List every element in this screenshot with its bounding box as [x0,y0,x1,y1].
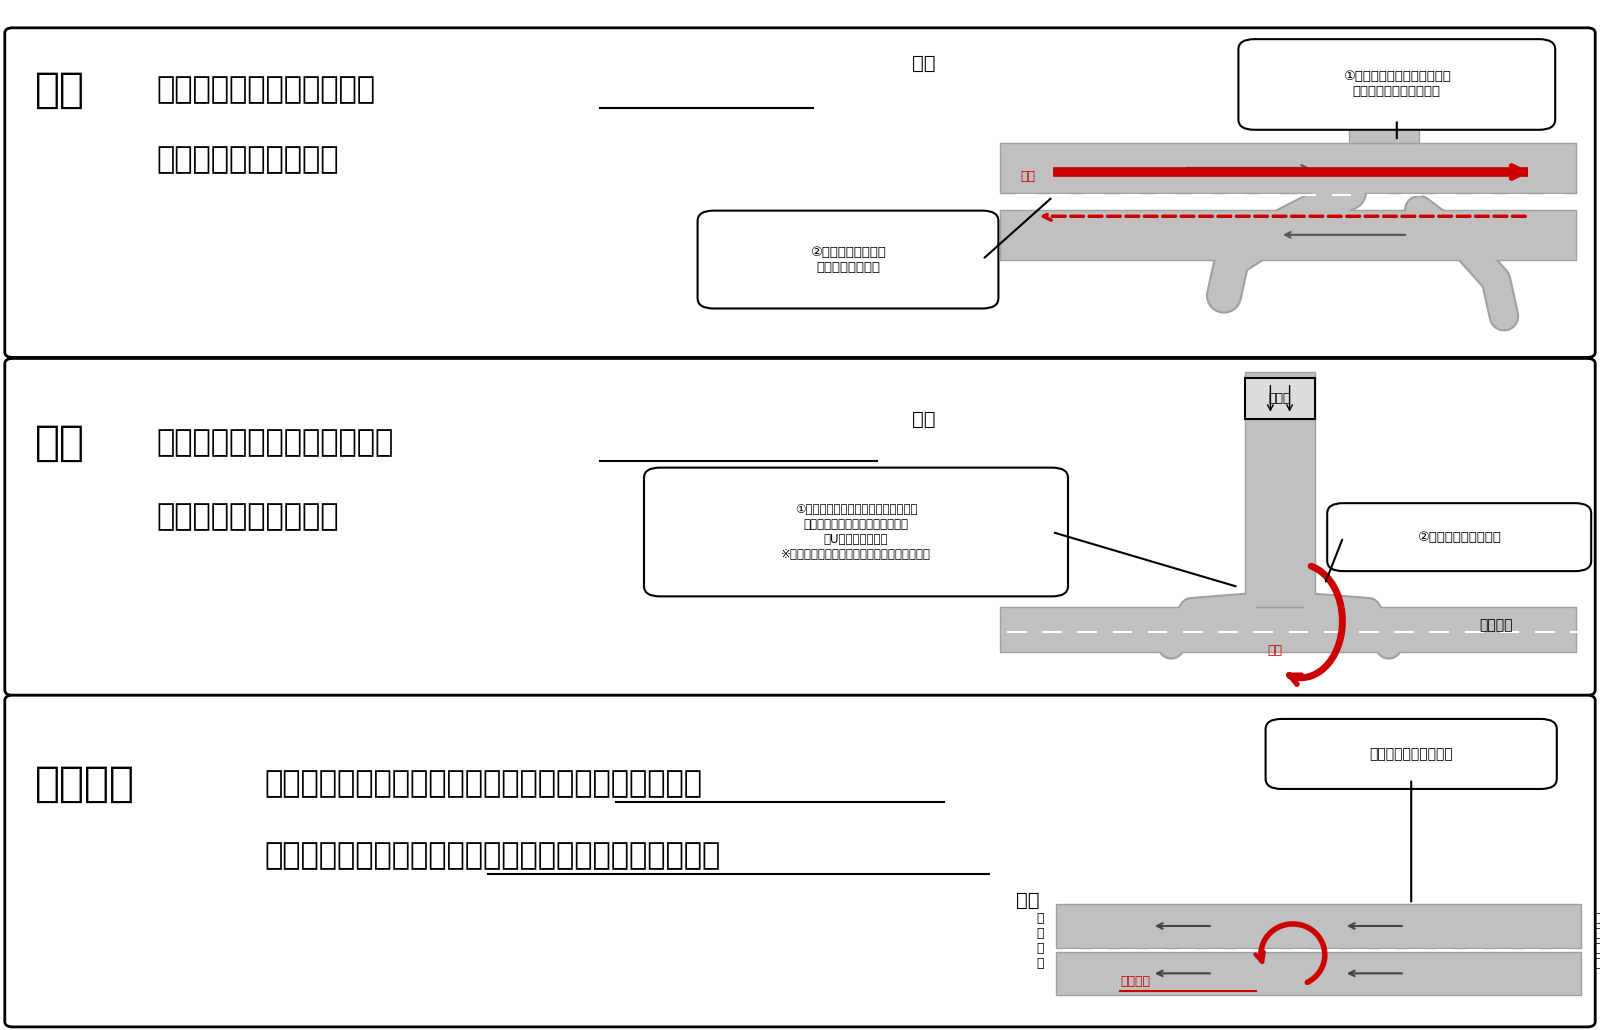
Bar [1000,210,1576,260]
Text: 料金所: 料金所 [1269,391,1291,405]
Text: 高
速
道
路: 高 速 道 路 [1037,913,1043,970]
Bar [1000,143,1576,193]
FancyBboxPatch shape [5,28,1595,357]
Text: ②逆走とはわかって
　いるが戻ろう。: ②逆走とはわかって いるが戻ろう。 [810,245,886,274]
Bar [1000,607,1576,652]
Text: ：逆走になる事を認識せずに: ：逆走になる事を認識せずに [157,427,394,457]
FancyBboxPatch shape [1328,504,1590,571]
Text: 一般道路: 一般道路 [1480,618,1512,632]
Text: 逆走したとの認識を持っていないもの（認知症等）: 逆走したとの認識を持っていないもの（認知症等） [264,842,720,870]
Text: 故意: 故意 [1021,170,1035,183]
Text: 例）: 例） [912,410,936,430]
Text: 逆走を開始した事案: 逆走を開始した事案 [157,145,339,174]
FancyBboxPatch shape [1266,719,1557,789]
Text: 例）: 例） [912,55,936,73]
Bar [1056,904,1581,948]
Text: 過失: 過失 [1267,644,1283,657]
Text: ①降りようとしていた出口を
　通り過ぎてしまった。: ①降りようとしていた出口を 通り過ぎてしまった。 [1342,70,1451,99]
FancyBboxPatch shape [1238,39,1555,130]
Text: 認識なし: 認識なし [35,763,134,804]
FancyBboxPatch shape [698,211,998,309]
Text: 過失: 過失 [35,421,85,464]
FancyBboxPatch shape [643,468,1069,596]
Text: 逆走を開始した事案: 逆走を開始した事案 [157,502,339,531]
FancyBboxPatch shape [5,358,1595,695]
Text: 認識なし: 認識なし [1120,974,1150,988]
FancyBboxPatch shape [5,695,1595,1027]
Bar [1056,952,1581,995]
Text: 私が逆走していたの？: 私が逆走していたの？ [1370,747,1453,761]
Bar [1245,372,1315,607]
Text: 故意: 故意 [35,69,85,110]
Text: ：逆走になる事を認識して: ：逆走になる事を認識して [157,75,376,104]
Bar [1245,378,1315,419]
Bar [1349,81,1419,143]
Text: 例）: 例） [1016,891,1040,909]
Text: 高
速
道
路: 高 速 道 路 [1594,913,1600,970]
Text: ：事故や確保等により逆走を終えた時点においても、: ：事故や確保等により逆走を終えた時点においても、 [264,769,702,798]
Text: ②しまった！逆走だ！: ②しまった！逆走だ！ [1418,530,1501,544]
Text: ①高速道路に入るつもりはなかった。
　一般道に戻るため、対向車線に
　Uターンしよう。
※実際は対向車線ではないが、勘違いしている: ①高速道路に入るつもりはなかった。 一般道に戻るため、対向車線に Uターンしよう… [781,503,931,561]
